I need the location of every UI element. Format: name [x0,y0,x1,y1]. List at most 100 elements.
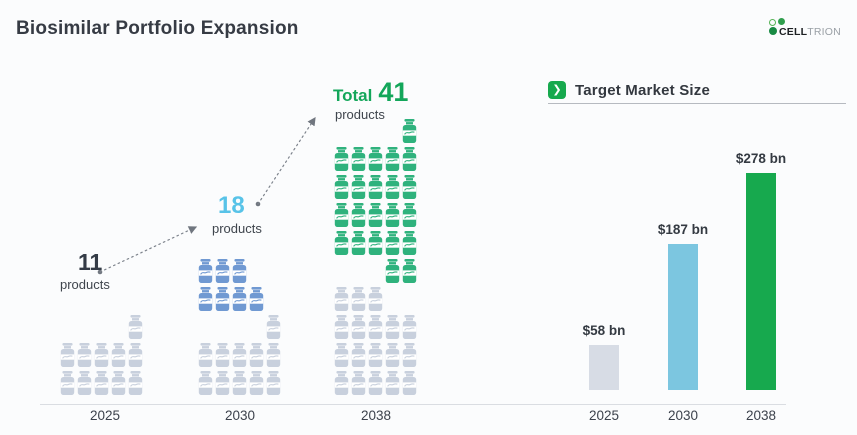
vial-icon-gray [368,287,383,311]
pictogram-row [334,315,419,339]
vial-icon-gray [385,315,400,339]
vial-icon-gray [77,371,92,395]
vial-icon-green [334,175,349,199]
vial-icon-green [351,175,366,199]
annotation-2038-count: 41 [378,77,409,107]
pictogram-row [334,203,419,227]
annotation-2038-label: products [335,107,385,122]
vial-icon-gray [402,371,417,395]
market-year-label-2038: 2038 [745,408,777,423]
vial-icon-gray [232,371,247,395]
vial-icon-blue [215,259,230,283]
vial-icon-gray [368,343,383,367]
vial-icon-gray [60,371,75,395]
pictogram-row [198,259,283,283]
vial-icon-gray [215,343,230,367]
vial-icon-gray [60,343,75,367]
growth-arrow-2025-2030 [99,226,198,273]
market-size-title: Target Market Size [575,81,711,99]
vial-icon-green [351,203,366,227]
pictogram-column-2038 [334,119,419,395]
annotation-2025: 11 products [60,251,110,293]
vial-icon-gray [94,371,109,395]
vial-icon-gray [351,287,366,311]
logo-text-trion: TRION [807,26,841,38]
annotation-2025-label: products [60,277,110,292]
annotation-2030-label: products [212,221,262,236]
vial-icon-green [385,231,400,255]
vial-icon-green [402,175,417,199]
vial-icon-gray [266,371,281,395]
vial-icon-green [385,203,400,227]
pictogram-row [198,315,283,339]
pictogram-column-2025 [60,315,145,395]
vial-icon-blue [215,287,230,311]
pictogram-row [60,315,145,339]
vial-icon-blue [198,259,213,283]
market-year-label-2030: 2030 [667,408,699,423]
pictogram-column-2030 [198,259,283,395]
vial-icon-green [368,147,383,171]
vial-icon-green [402,231,417,255]
vial-icon-green [368,203,383,227]
pictogram-row [60,371,145,395]
vial-icon-gray [334,343,349,367]
vial-icon-gray [215,371,230,395]
vial-icon-gray [77,343,92,367]
vial-icon-blue [232,259,247,283]
pictogram-row [334,119,419,143]
vial-icon-gray [368,315,383,339]
market-size-header: ❯ Target Market Size [548,81,710,99]
vial-icon-green [334,231,349,255]
logo-ring-circle-icon [769,19,776,26]
pictogram-row [334,343,419,367]
logo-wordmark: CELLTRION [779,26,841,38]
vial-icon-green [334,203,349,227]
market-value-label-2030: $187 bn [657,222,709,237]
vial-icon-gray [198,371,213,395]
chevron-right-icon: ❯ [548,81,566,99]
pictogram-row [334,147,419,171]
vial-icon-gray [402,343,417,367]
vial-icon-gray [111,343,126,367]
pictogram-row [60,343,145,367]
market-year-label-2025: 2025 [588,408,620,423]
vial-icon-gray [249,343,264,367]
pictogram-row [334,175,419,199]
logo-small-circle-icon [778,18,785,25]
vial-icon-gray [334,287,349,311]
x-axis-line [40,404,786,405]
vial-icon-green [402,119,417,143]
vial-icon-gray [128,315,143,339]
market-bar-2025 [589,345,619,390]
pictogram-year-label-2030: 2030 [224,408,256,423]
vial-icon-gray [94,343,109,367]
vial-icon-blue [232,287,247,311]
vial-icon-gray [385,371,400,395]
vial-icon-gray [402,315,417,339]
vial-icon-gray [351,371,366,395]
vial-icon-green [368,175,383,199]
pictogram-row [334,259,419,283]
growth-arrow-2030-2038 [257,116,316,205]
pictogram-row [198,371,283,395]
logo-text-cell: CELL [779,26,808,38]
vial-icon-gray [351,343,366,367]
annotation-2030: 18 products [212,192,262,237]
annotation-2038: Total 41 products [333,77,409,123]
vial-icon-gray [128,343,143,367]
vial-icon-green [385,175,400,199]
logo-big-circle-icon [769,27,777,35]
market-bar-2030 [668,244,698,390]
vial-icon-gray [266,315,281,339]
annotation-2030-count: 18 [218,192,245,219]
vial-icon-gray [334,371,349,395]
vial-icon-gray [249,371,264,395]
vial-icon-gray [351,315,366,339]
vial-icon-green [385,259,400,283]
pictogram-row [198,287,283,311]
pictogram-year-label-2038: 2038 [360,408,392,423]
vial-icon-blue [198,287,213,311]
market-value-label-2025: $58 bn [582,323,626,338]
vial-icon-green [402,259,417,283]
